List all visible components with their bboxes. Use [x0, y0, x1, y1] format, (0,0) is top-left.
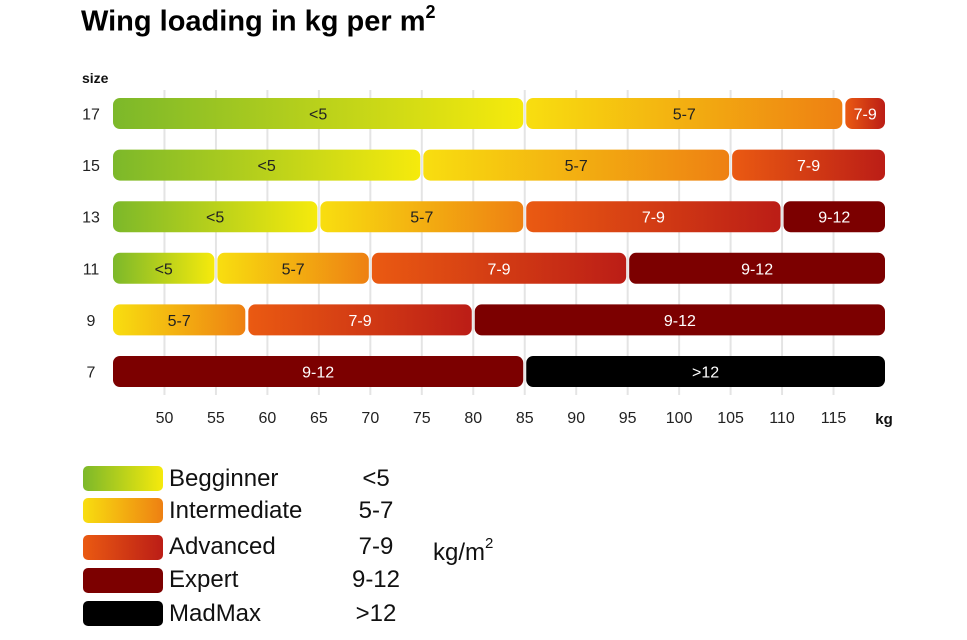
bar-segment-label: 5-7 [410, 210, 433, 227]
wing-loading-chart: <5 5-7 7-9 <5 5-7 7-9 <5 5-7 7-9 9-12 <5 5-7 7-9 9-12… [82, 70, 893, 428]
legend-swatch-beginner [83, 466, 163, 491]
legend-range-madmax: >12 [355, 600, 397, 627]
bar-segment [732, 149, 885, 181]
chart-title: Wing loading in kg per m2 [81, 2, 436, 39]
y-tick-label: 7 [87, 365, 96, 382]
bar-segment-label: 9-12 [818, 210, 850, 227]
bar-segment-label: 7-9 [854, 107, 877, 124]
bar-segment [526, 201, 781, 233]
bar-segment-label: 5-7 [282, 261, 305, 278]
bar-segment [113, 98, 524, 129]
legend-label-madmax: MadMax [169, 600, 262, 627]
x-tick-label: 80 [464, 410, 482, 427]
y-tick-label: 13 [82, 210, 100, 227]
bar-segment [526, 356, 885, 387]
x-tick-label: 85 [516, 410, 534, 427]
y-tick-label: 9 [87, 313, 96, 330]
bar-segment-label: 9-12 [664, 313, 696, 330]
legend-unit-text: kg/m [433, 539, 486, 566]
legend-range-expert: 9-12 [351, 566, 401, 593]
legend-label-beginner: Begginner [169, 465, 279, 492]
bar-segment [845, 98, 885, 129]
bar-segment [217, 252, 369, 284]
x-axis-label: kg [875, 411, 893, 428]
bar-segment [113, 356, 524, 387]
bar-segment [526, 98, 843, 129]
bar-segment-label: >12 [692, 365, 719, 382]
x-tick-label: 95 [619, 410, 637, 427]
legend-swatch-intermediate [83, 498, 163, 523]
x-tick-label: 65 [310, 410, 328, 427]
axis-layer: size 50 55 60 65 70 75 80 85 90 95 100 105 110 115 kg 17… [82, 70, 893, 428]
bar-segment [248, 304, 472, 336]
legend-range-advanced: 7-9 [358, 533, 394, 560]
y-tick-label: 17 [82, 107, 100, 124]
legend-swatch-expert [83, 568, 163, 593]
bar-segment-label: 5-7 [565, 158, 588, 175]
x-tick-label: 60 [259, 410, 277, 427]
y-tick-label: 15 [82, 158, 100, 175]
bar-segment [113, 304, 246, 336]
legend-label-expert: Expert [169, 566, 239, 593]
bar-segment [629, 252, 885, 284]
legend-swatch-madmax [83, 601, 163, 626]
bar-segment [474, 304, 885, 336]
bar-segment-label: 7-9 [642, 210, 665, 227]
bar-segment-label: 7-9 [348, 313, 371, 330]
bar-segment-label: 5-7 [168, 313, 191, 330]
x-tick-label: 50 [156, 410, 174, 427]
bar-segment [113, 149, 421, 181]
bar-segment [783, 201, 885, 233]
x-tick-label: 110 [769, 410, 795, 427]
chart-title-superscript: 2 [425, 2, 436, 22]
x-tick-label: 55 [207, 410, 225, 427]
x-tick-label: 115 [821, 410, 847, 427]
bar-segment-label: <5 [258, 158, 276, 175]
x-tick-label: 90 [567, 410, 585, 427]
bar-segment [320, 201, 524, 233]
bar-segment [113, 252, 215, 284]
legend-swatch-advanced [83, 535, 163, 560]
bar-segment-label: 7-9 [797, 158, 820, 175]
x-tick-label: 105 [717, 410, 744, 427]
legend-range-beginner: <5 [362, 465, 390, 492]
bar-segment [423, 149, 730, 181]
bar-segment [113, 201, 318, 233]
legend-range-intermediate: 5-7 [358, 497, 394, 524]
legend-unit: kg/m2 [433, 534, 493, 566]
bar-segment-label: 7-9 [487, 261, 510, 278]
bar-segment-label: 9-12 [741, 261, 773, 278]
bar-layer: <5 5-7 7-9 <5 5-7 7-9 <5 5-7 7-9 9-12 <5 5-7 7-9 9-12… [113, 98, 885, 387]
bar-segment-label: <5 [155, 261, 173, 278]
bar-segment [371, 252, 627, 284]
legend-unit-superscript: 2 [485, 535, 494, 552]
legend-label-intermediate: Intermediate [169, 497, 303, 524]
bar-segment-label: <5 [309, 107, 327, 124]
x-tick-label: 70 [361, 410, 379, 427]
x-tick-label: 100 [666, 410, 693, 427]
grid-layer [163, 90, 835, 395]
legend-label-advanced: Advanced [169, 533, 276, 560]
x-tick-label: 75 [413, 410, 431, 427]
bar-segment-label: <5 [206, 210, 224, 227]
y-tick-label: 11 [83, 261, 100, 278]
chart-title-text: Wing loading in kg per m [81, 5, 426, 38]
bar-segment-label: 5-7 [673, 107, 696, 124]
bar-segment-label: 9-12 [302, 365, 334, 382]
y-axis-label: size [82, 70, 109, 86]
